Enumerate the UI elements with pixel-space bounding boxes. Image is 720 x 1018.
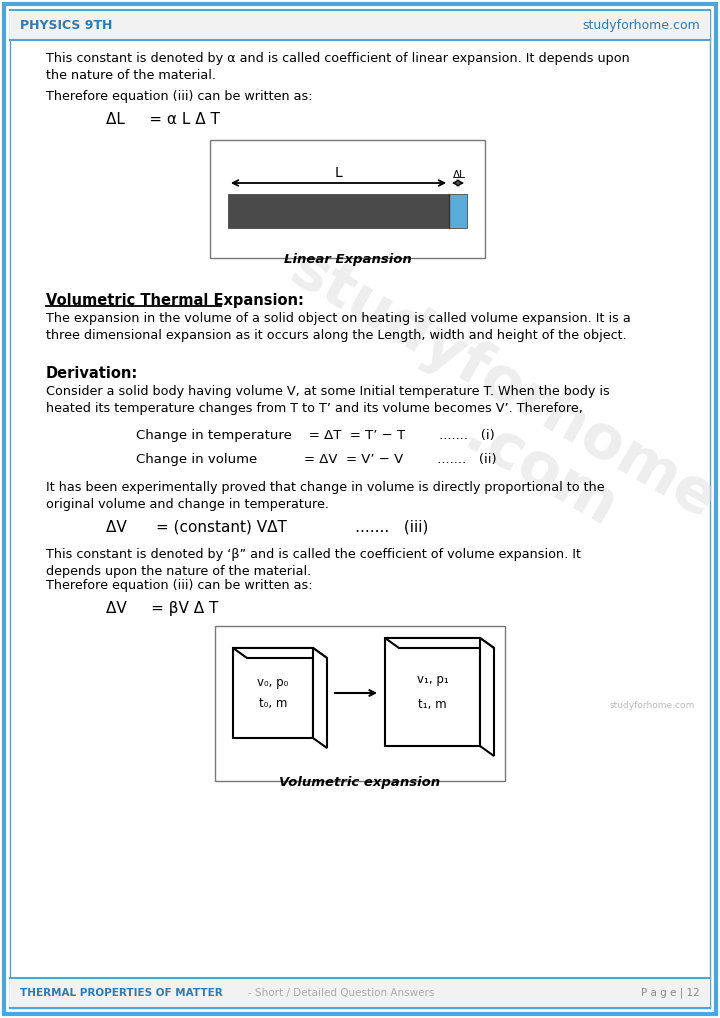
Text: Therefore equation (iii) can be written as:: Therefore equation (iii) can be written … — [46, 90, 312, 103]
Text: Linear Expansion: Linear Expansion — [284, 253, 411, 266]
Text: Therefore equation (iii) can be written as:: Therefore equation (iii) can be written … — [46, 579, 312, 592]
Bar — [228, 194, 449, 228]
Text: heated its temperature changes from T to T’ and its volume becomes V’. Therefore: heated its temperature changes from T to… — [46, 402, 583, 415]
Polygon shape — [233, 648, 327, 658]
Text: L: L — [335, 166, 343, 180]
Text: studyforhome.com: studyforhome.com — [582, 18, 700, 32]
Text: studyforhome
       .com: studyforhome .com — [253, 240, 720, 579]
Text: original volume and change in temperature.: original volume and change in temperatur… — [46, 498, 329, 511]
Bar — [210, 140, 485, 258]
Text: Volumetric expansion: Volumetric expansion — [279, 776, 441, 789]
Bar — [215, 626, 505, 781]
Text: t₁, m: t₁, m — [418, 698, 447, 712]
Polygon shape — [313, 648, 327, 748]
Text: Change in temperature    = ΔT  = T’ − T        .......   (i): Change in temperature = ΔT = T’ − T ....… — [136, 429, 495, 442]
Text: It has been experimentally proved that change in volume is directly proportional: It has been experimentally proved that c… — [46, 480, 605, 494]
Text: THERMAL PROPERTIES OF MATTER: THERMAL PROPERTIES OF MATTER — [20, 988, 222, 998]
Bar — [10, 978, 710, 1008]
Text: - Short / Detailed Question Answers: - Short / Detailed Question Answers — [248, 988, 434, 998]
Text: ΔL     = α L Δ T: ΔL = α L Δ T — [106, 112, 220, 127]
Text: studyforhome.com: studyforhome.com — [610, 701, 695, 711]
Bar — [233, 648, 313, 738]
Text: PHYSICS 9TH: PHYSICS 9TH — [20, 18, 112, 32]
Text: depends upon the nature of the material.: depends upon the nature of the material. — [46, 565, 311, 578]
Text: This constant is denoted by ‘β” and is called the coefficient of volume expansio: This constant is denoted by ‘β” and is c… — [46, 548, 581, 561]
Polygon shape — [480, 638, 494, 756]
Text: ΔL: ΔL — [453, 170, 466, 180]
Text: The expansion in the volume of a solid object on heating is called volume expans: The expansion in the volume of a solid o… — [46, 312, 631, 325]
Polygon shape — [385, 638, 494, 648]
Text: ΔV      = (constant) VΔT              .......   (iii): ΔV = (constant) VΔT ....... (iii) — [106, 520, 428, 535]
Text: the nature of the material.: the nature of the material. — [46, 69, 216, 82]
Bar — [449, 194, 467, 228]
Bar — [10, 10, 710, 40]
Text: Consider a solid body having volume V, at some Initial temperature T. When the b: Consider a solid body having volume V, a… — [46, 385, 610, 398]
Text: Change in volume           = ΔV  = V’ − V        .......   (ii): Change in volume = ΔV = V’ − V ....... (… — [136, 453, 497, 466]
Text: Volumetric Thermal Expansion:: Volumetric Thermal Expansion: — [46, 293, 304, 308]
Text: P a g e | 12: P a g e | 12 — [642, 987, 700, 999]
Text: This constant is denoted by α and is called coefficient of linear expansion. It : This constant is denoted by α and is cal… — [46, 52, 630, 65]
Text: three dimensional expansion as it occurs along the Length, width and height of t: three dimensional expansion as it occurs… — [46, 329, 626, 342]
Text: v₁, p₁: v₁, p₁ — [417, 673, 449, 685]
Text: Derivation:: Derivation: — [46, 366, 138, 381]
Text: t₀, m: t₀, m — [258, 697, 287, 711]
Text: v₀, p₀: v₀, p₀ — [257, 676, 289, 689]
Bar — [385, 638, 480, 746]
Text: ΔV     = βV Δ T: ΔV = βV Δ T — [106, 601, 218, 616]
